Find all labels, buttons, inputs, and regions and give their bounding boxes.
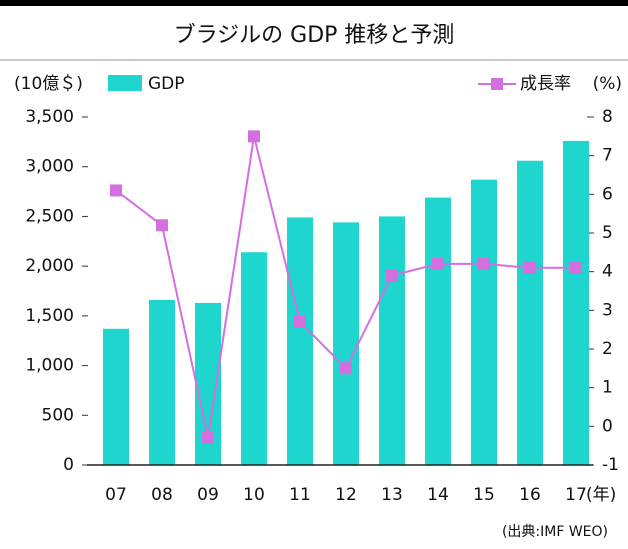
bar [241,252,267,465]
marker [432,257,444,270]
marker [570,261,582,274]
y2-tick-label: 5 [602,223,613,243]
bar [379,216,405,465]
marker [202,431,214,444]
bar [149,299,175,465]
y2-tick-label: 3 [602,300,613,320]
x-tick-label: 09 [197,485,219,505]
y-tick-label: 2,500 [25,206,74,226]
x-tick-label: 07 [105,485,127,505]
marker [294,315,306,328]
y-tick-label: 1,500 [25,306,74,326]
marker [340,362,352,375]
y-axis-label: (10億＄) [14,74,83,94]
legend-label: GDP [148,74,185,94]
legend-swatch [108,75,142,91]
y2-tick-label: 7 [602,146,613,166]
x-tick-label: 13 [381,485,403,505]
y2-tick-label: 4 [602,262,613,282]
x-axis-label: (年) [586,485,616,505]
marker [386,269,398,282]
marker [478,257,490,270]
x-tick-label: 12 [335,485,357,505]
y2-tick-label: 1 [602,378,613,398]
y2-tick-label: -1 [602,455,619,475]
y2-axis-label: (%) [593,74,622,94]
bar [563,140,589,465]
bar [103,328,129,465]
x-tick-label: 16 [519,485,541,505]
x-tick-label: 14 [427,485,449,505]
y-tick-label: 3,500 [25,107,74,127]
marker [248,130,260,143]
x-tick-label: 15 [473,485,495,505]
bar [287,217,313,465]
marker [156,219,168,232]
y2-tick-label: 8 [602,107,613,127]
y2-tick-label: 0 [602,416,613,436]
y2-tick-label: 2 [602,339,613,359]
y-tick-label: 1,000 [25,356,74,376]
marker [524,261,536,274]
legend-label: 成長率 [520,74,571,94]
bar [425,197,451,465]
bar [471,179,497,465]
y-tick-label: 500 [42,405,74,425]
source: (出典:IMF WEO) [502,524,608,540]
chart-title: ブラジルの GDP 推移と予測 [174,23,455,48]
bar [333,222,359,465]
bar [517,160,543,465]
x-tick-label: 11 [289,485,311,505]
top-rule [0,0,628,6]
y-tick-label: 0 [63,455,74,475]
y-tick-label: 2,000 [25,256,74,276]
x-tick-label: 08 [151,485,173,505]
legend-marker [491,78,503,90]
x-tick-label: 10 [243,485,265,505]
marker [110,184,122,197]
y-tick-label: 3,000 [25,157,74,177]
x-tick-label: 17 [565,485,587,505]
y2-tick-label: 6 [602,184,613,204]
